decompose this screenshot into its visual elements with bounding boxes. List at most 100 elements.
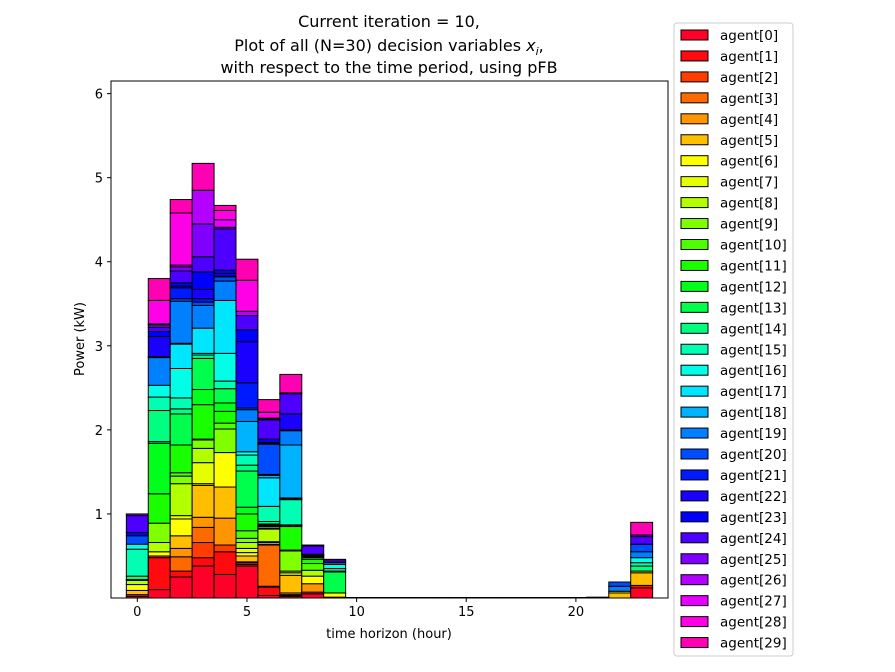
legend-swatch xyxy=(680,637,709,649)
bar-segment-agent-4-hour-2 xyxy=(169,547,193,558)
legend-swatch xyxy=(680,448,709,460)
bar-segment-agent-17-hour-6 xyxy=(257,477,281,507)
bar-segment-agent-23-hour-2 xyxy=(169,282,193,287)
bar-segment-agent-6-hour-8 xyxy=(301,575,325,585)
legend-label: agent[13] xyxy=(720,300,787,316)
bar-segment-agent-28-hour-5 xyxy=(235,279,259,312)
bar-segment-agent-5-hour-23 xyxy=(630,572,654,586)
y-tick-label: 4 xyxy=(95,256,103,271)
legend-label: agent[9] xyxy=(720,217,778,233)
legend-label: agent[0] xyxy=(720,28,778,44)
title-line-time-period: with respect to the time period, using p… xyxy=(220,58,557,77)
bar-segment-agent-23-hour-0 xyxy=(125,531,149,537)
legend-label: agent[19] xyxy=(720,426,787,442)
bar-segment-agent-8-hour-3 xyxy=(191,447,215,464)
bar-segment-agent-10-hour-8 xyxy=(301,563,325,571)
legend-label: agent[12] xyxy=(720,279,787,295)
legend-swatch xyxy=(680,259,709,271)
bar-segment-agent-7-hour-5 xyxy=(235,547,259,554)
bar-segment-agent-13-hour-5 xyxy=(235,470,259,508)
legend-label: agent[5] xyxy=(720,133,778,149)
legend-swatch xyxy=(680,532,709,544)
bar-segment-agent-19-hour-22 xyxy=(608,585,632,592)
bar-segment-agent-25-hour-2 xyxy=(169,266,193,272)
bar-segment-agent-8-hour-2 xyxy=(169,483,193,517)
x-tick-label: 5 xyxy=(243,605,251,620)
bar-segment-agent-24-hour-23 xyxy=(630,536,654,545)
bar-segment-agent-23-hour-3 xyxy=(191,271,215,290)
bar-segment-agent-15-hour-1 xyxy=(147,396,171,412)
bar-segment-agent-16-hour-5 xyxy=(235,451,259,456)
bar-segment-agent-15-hour-5 xyxy=(235,454,259,466)
legend-swatch xyxy=(680,427,709,439)
bar-segment-agent-16-hour-4 xyxy=(213,352,237,382)
legend-label: agent[24] xyxy=(720,531,787,547)
bar-segment-agent-17-hour-3 xyxy=(191,327,215,354)
legend-swatch xyxy=(680,490,709,502)
bar-segment-agent-9-hour-1 xyxy=(147,522,171,544)
bar-segment-agent-5-hour-2 xyxy=(169,535,193,549)
bar-segment-agent-27-hour-4 xyxy=(213,219,237,228)
bar-segment-agent-1-hour-4 xyxy=(213,551,237,575)
bar-segment-agent-11-hour-1 xyxy=(147,493,171,524)
bar-segment-agent-14-hour-5 xyxy=(235,464,259,472)
bar-segment-agent-12-hour-5 xyxy=(235,506,259,515)
legend-swatch xyxy=(680,239,709,250)
bar-segment-agent-19-hour-2 xyxy=(169,300,193,344)
bar-segment-agent-14-hour-0 xyxy=(125,575,149,581)
y-tick-label: 6 xyxy=(95,88,103,103)
bar-segment-agent-25-hour-8 xyxy=(301,544,325,547)
bar-segment-agent-24-hour-0 xyxy=(125,515,149,533)
bar-segment-agent-2-hour-3 xyxy=(191,542,215,559)
bar-segment-agent-16-hour-2 xyxy=(169,368,193,399)
bar-segment-agent-8-hour-8 xyxy=(301,569,325,577)
legend-label: agent[27] xyxy=(720,594,787,610)
bar-segment-agent-14-hour-1 xyxy=(147,410,171,443)
bar-segment-agent-23-hour-1 xyxy=(147,331,171,338)
bar-segment-agent-10-hour-5 xyxy=(235,530,259,539)
bar-segment-agent-3-hour-6 xyxy=(257,544,281,587)
bar-segment-agent-19-hour-7 xyxy=(279,430,303,446)
y-tick-label: 1 xyxy=(95,508,103,523)
x-tick-label: 0 xyxy=(133,605,141,620)
x-tick-label: 15 xyxy=(458,605,475,620)
bar-segment-agent-20-hour-4 xyxy=(213,276,237,282)
bar-segment-agent-15-hour-23 xyxy=(630,562,654,567)
bar-segment-agent-17-hour-2 xyxy=(169,343,193,369)
bar-segment-agent-13-hour-3 xyxy=(191,357,215,391)
legend-label: agent[28] xyxy=(720,615,787,631)
bar-segment-agent-11-hour-7 xyxy=(279,526,303,551)
legend-label: agent[8] xyxy=(720,196,778,212)
legend-swatch xyxy=(680,574,709,586)
legend-label: agent[20] xyxy=(720,447,787,463)
bar-segment-agent-14-hour-23 xyxy=(630,565,654,572)
bar-segment-agent-15-hour-4 xyxy=(213,380,237,390)
bar-segment-agent-6-hour-1 xyxy=(147,551,171,557)
title-line-decision-variables: Plot of all (N=30) decision variables xi… xyxy=(234,36,543,58)
bar-segment-agent-28-hour-4 xyxy=(213,209,237,221)
bar-segment-agent-24-hour-4 xyxy=(213,228,237,271)
bar-segment-agent-18-hour-7 xyxy=(279,444,303,499)
bar-segment-agent-25-hour-0 xyxy=(125,513,149,517)
y-axis-ticks: 1 2 3 4 5 6 xyxy=(95,88,111,523)
bar-segment-agent-19-hour-3 xyxy=(191,304,215,329)
legend-label: agent[21] xyxy=(720,468,787,484)
legend-label: agent[4] xyxy=(720,112,778,128)
bar-segment-agent-10-hour-2 xyxy=(169,472,193,477)
bar-segment-agent-16-hour-23 xyxy=(630,557,654,564)
legend-swatch xyxy=(680,176,709,188)
bar-segment-agent-8-hour-6 xyxy=(257,528,281,543)
bar-segment-agent-12-hour-1 xyxy=(147,442,171,495)
bar-segment-agent-24-hour-5 xyxy=(235,315,259,331)
bar-segment-agent-28-hour-6 xyxy=(257,411,281,419)
bar-segment-agent-14-hour-2 xyxy=(169,408,193,415)
bar-segment-agent-20-hour-22 xyxy=(608,581,632,587)
bars-group xyxy=(125,162,654,599)
bar-segment-agent-4-hour-8 xyxy=(301,583,325,593)
legend-swatch xyxy=(680,50,709,62)
legend-swatch xyxy=(680,197,709,209)
bar-segment-agent-7-hour-3 xyxy=(191,462,215,485)
bar-segment-agent-0-hour-8 xyxy=(301,593,325,599)
legend-swatch xyxy=(680,511,709,523)
y-tick-label: 3 xyxy=(95,340,103,355)
